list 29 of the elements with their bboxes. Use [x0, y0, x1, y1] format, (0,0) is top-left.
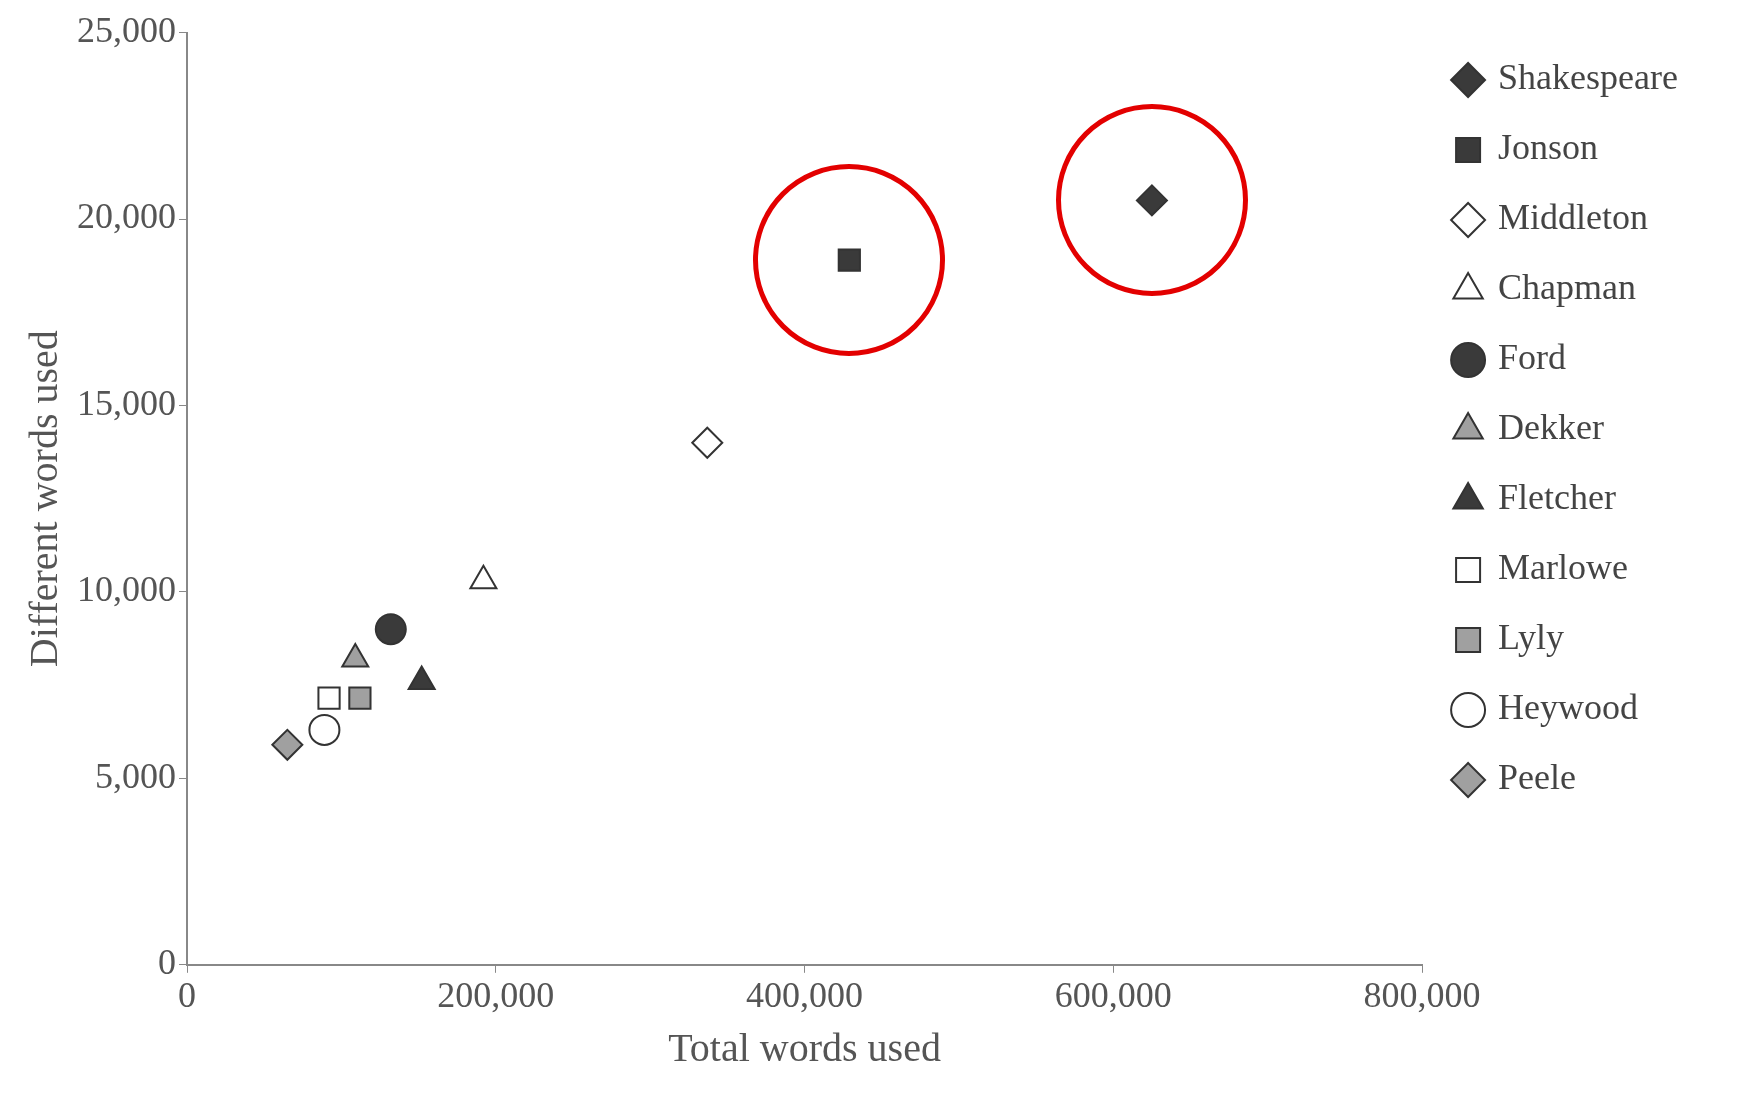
y-tick-label: 15,000 [77, 382, 176, 423]
x-tick-label: 600,000 [1054, 974, 1172, 1015]
legend-label: Peele [1498, 757, 1577, 798]
point [271, 728, 304, 761]
point [374, 613, 407, 646]
y-tick-label: 10,000 [77, 569, 176, 610]
legend-label: Dekker [1498, 407, 1605, 448]
legend-label: Lyly [1498, 617, 1565, 658]
x-tick-label: 400,000 [746, 974, 864, 1015]
point [317, 686, 341, 710]
legend-label: Jonson [1498, 127, 1599, 168]
x-axis-title: Total words used [668, 1024, 941, 1070]
point [691, 426, 724, 459]
point [348, 686, 372, 710]
y-tick-label: 25,000 [77, 10, 176, 51]
legend-label: Fletcher [1498, 477, 1617, 518]
y-axis-title: Different words used [20, 330, 66, 668]
legend-label: Middleton [1498, 197, 1649, 238]
point [308, 713, 341, 746]
legend-label: Ford [1498, 337, 1567, 378]
x-tick-label: 200,000 [437, 974, 555, 1015]
y-tick-label: 0 [158, 942, 176, 983]
y-tick-label: 5,000 [95, 755, 176, 796]
legend-label: Shakespeare [1498, 57, 1679, 98]
x-tick-label: 800,000 [1363, 974, 1481, 1015]
legend-label: Heywood [1498, 687, 1639, 728]
legend-label: Chapman [1498, 267, 1637, 308]
y-tick-label: 20,000 [77, 196, 176, 237]
legend-label: Marlowe [1498, 547, 1629, 588]
